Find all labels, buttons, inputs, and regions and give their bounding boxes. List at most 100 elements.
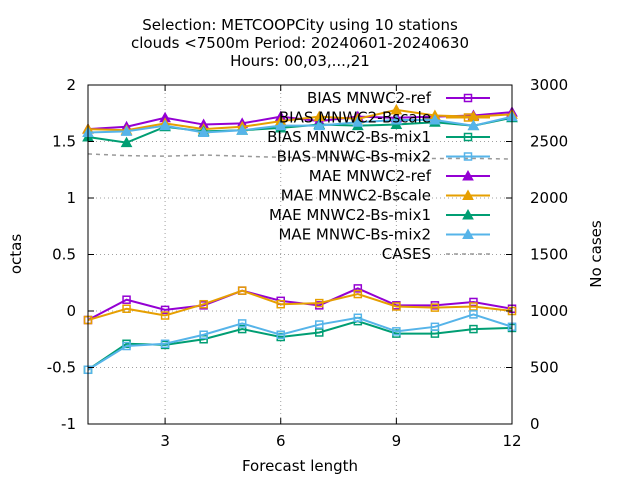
y-tick-label: -0.5	[47, 359, 76, 377]
legend-marker	[463, 93, 473, 103]
legend-marker	[462, 208, 474, 220]
data-point	[390, 103, 403, 115]
x-tick-label: 12	[502, 432, 521, 450]
y-axis-label: octas	[7, 234, 25, 274]
data-point	[313, 119, 326, 131]
legend-label: MAE MNWC-Bs-mix2	[278, 226, 431, 244]
legend-label: CASES	[382, 245, 431, 263]
legend-marker	[462, 228, 474, 239]
data-point	[353, 313, 363, 323]
y-tick-label: 1	[66, 189, 76, 207]
legend-label: BIAS MNWC-Bs-mix2	[277, 148, 431, 166]
x-axis-label: Forecast length	[242, 457, 358, 475]
legend-label: MAE MNWC2-Bscale	[281, 187, 431, 205]
x-tick-label: 6	[276, 432, 286, 450]
axis-ticks: 2 1.5 1 0.5 0 -0.5 -1 3000 2500 2000 1500 1000 500 0 3…	[47, 76, 568, 450]
data-point	[160, 339, 170, 349]
data-point	[199, 299, 208, 309]
data-point	[315, 320, 324, 329]
data-point	[122, 295, 131, 304]
legend-entry-2: BIAS MNWC2-Bs-mix1	[267, 128, 490, 146]
data-point	[467, 119, 480, 131]
grid-lines	[88, 85, 512, 424]
data-point	[469, 324, 478, 334]
legend-label: MAE MNWC2-Bs-mix1	[269, 206, 431, 224]
data-point	[353, 284, 363, 293]
data-point	[315, 298, 324, 308]
data-point	[120, 125, 133, 136]
data-point	[237, 324, 247, 334]
data-point	[159, 119, 171, 131]
legend-entry-8: CASES	[382, 245, 490, 263]
series-layer	[82, 103, 518, 375]
y-tick-label: 1.5	[52, 133, 76, 151]
data-point	[276, 299, 285, 309]
data-point	[469, 310, 478, 319]
data-point	[469, 297, 478, 307]
data-point	[237, 319, 247, 328]
data-point	[429, 114, 441, 125]
data-point	[122, 304, 131, 313]
data-point	[392, 327, 401, 336]
legend-marker	[463, 113, 473, 122]
data-point	[237, 286, 247, 295]
series-7	[82, 110, 518, 137]
legend-label: MAE MNWC2-ref	[309, 167, 432, 185]
y2-tick-label: 3000	[530, 76, 568, 94]
y2-tick-label: 2500	[530, 133, 568, 151]
legend-entry-3: BIAS MNWC-Bs-mix2	[277, 148, 490, 166]
data-point	[160, 305, 170, 315]
data-point	[120, 136, 133, 148]
legend-marker	[463, 132, 473, 142]
data-point	[236, 124, 249, 135]
y2-tick-label: 2000	[530, 189, 568, 207]
legend-label: BIAS MNWC2-Bs-mix1	[267, 128, 431, 146]
y-tick-label: 0	[66, 302, 76, 320]
series-3	[83, 310, 517, 375]
series-line	[87, 289, 513, 321]
data-point	[469, 302, 478, 311]
data-point	[315, 328, 324, 337]
data-point	[351, 116, 364, 127]
data-point	[390, 114, 403, 125]
title-line-3: Hours: 00,03,...,21	[230, 52, 370, 70]
data-point	[430, 303, 440, 312]
legend-entry-6: MAE MNWC2-Bs-mix1	[269, 206, 490, 224]
data-point	[353, 289, 363, 299]
legend-label: BIAS MNWC2-ref	[307, 89, 432, 107]
data-point	[276, 330, 285, 339]
series-line	[87, 115, 513, 134]
chart-title: Selection: METCOOPCity using 10 stations…	[131, 16, 469, 70]
legend-marker	[462, 189, 474, 200]
title-line-2: clouds <7500m Period: 20240601-20240630	[131, 34, 469, 52]
series-line	[87, 313, 513, 371]
legend-marker	[463, 152, 473, 161]
y2-tick-label: 0	[530, 415, 540, 433]
y2-axis-label: No cases	[587, 220, 605, 288]
data-point	[199, 330, 208, 339]
series-line	[87, 108, 513, 132]
series-1	[83, 286, 517, 325]
series-8	[87, 153, 513, 160]
legend-label: BIAS MNWC2-Bscale	[279, 109, 431, 127]
y-tick-label: 2	[66, 76, 76, 94]
y-tick-label: -1	[61, 415, 76, 433]
data-point	[274, 119, 287, 131]
y2-tick-label: 1000	[530, 302, 568, 320]
data-point	[197, 126, 210, 137]
title-line-1: Selection: METCOOPCity using 10 stations	[142, 16, 458, 34]
legend-entry-7: MAE MNWC-Bs-mix2	[278, 226, 490, 244]
x-tick-label: 9	[392, 432, 402, 450]
y-tick-label: 0.5	[52, 246, 76, 264]
data-point	[392, 302, 401, 311]
legend-entry-4: MAE MNWC2-ref	[309, 167, 490, 185]
y2-tick-label: 500	[530, 359, 559, 377]
x-tick-label: 3	[160, 432, 170, 450]
legend-marker	[462, 169, 474, 181]
data-point	[122, 341, 131, 351]
y2-tick-label: 1500	[530, 246, 568, 264]
series-line	[87, 153, 513, 160]
